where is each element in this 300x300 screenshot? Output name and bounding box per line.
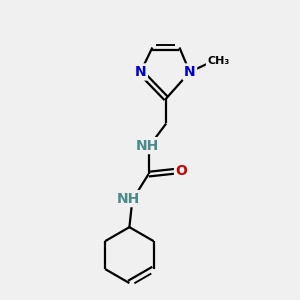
Text: O: O [176,164,188,178]
Text: N: N [135,65,146,79]
Text: NH: NH [135,139,159,153]
Text: N: N [184,65,196,79]
Text: CH₃: CH₃ [207,56,230,66]
Text: NH: NH [116,192,140,206]
